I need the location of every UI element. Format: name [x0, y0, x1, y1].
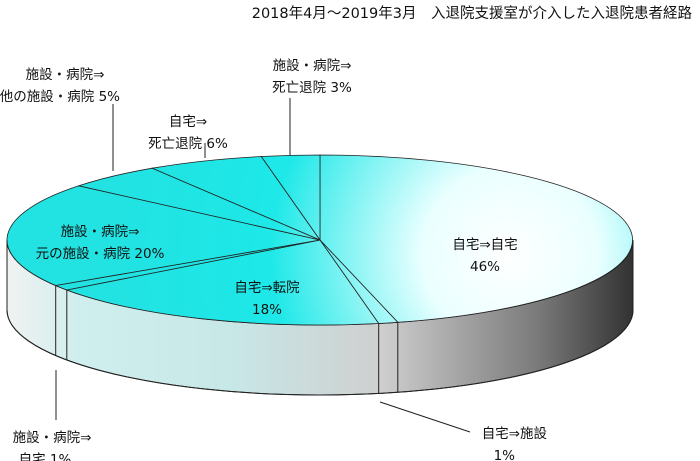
- pie-rim: [6, 309, 634, 396]
- pie-slice: [260, 154, 321, 242]
- slice-label: 施設・病院⇒自宅 1%: [13, 430, 92, 461]
- pie-slice: [65, 239, 380, 326]
- slice-label: 自宅⇒自宅 46%: [452, 237, 517, 275]
- pie-slice: [319, 154, 633, 323]
- leader-line: [379, 401, 471, 433]
- pie-slice: [6, 185, 321, 286]
- slice-label: 自宅⇒転院 18%: [234, 280, 300, 318]
- slice-label: 自宅⇒施設 1%: [482, 426, 548, 461]
- slice-label: 施設・病院⇒死亡退院 3%: [272, 58, 352, 96]
- slice-label: 施設・病院⇒他の施設・病院 5%: [0, 67, 120, 105]
- slice-label: 自宅⇒死亡退院 6%: [148, 114, 228, 152]
- chart-title: 2018年4月～2019年3月 入退院支援室が介入した入退院患者経路: [252, 5, 693, 22]
- slice-label: 施設・病院⇒元の施設・病院 20%: [36, 224, 165, 262]
